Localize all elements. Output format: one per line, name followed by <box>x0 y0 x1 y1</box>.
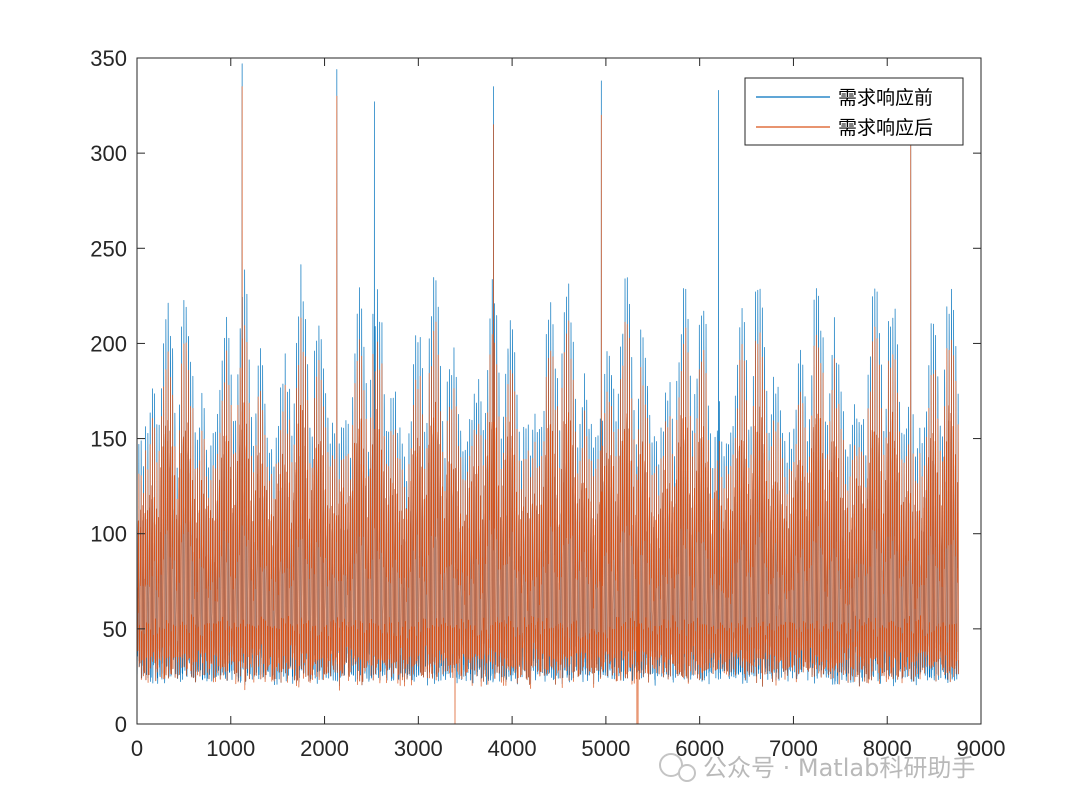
x-tick-label: 5000 <box>581 736 630 761</box>
y-tick-label: 350 <box>90 46 127 71</box>
x-tick-label: 4000 <box>488 736 537 761</box>
series-after-line <box>136 86 959 725</box>
y-tick-label: 150 <box>90 427 127 452</box>
legend-box <box>744 77 964 146</box>
y-tick-label: 200 <box>90 331 127 356</box>
legend-label-after: 需求响应后 <box>838 117 933 139</box>
y-tick-label: 0 <box>115 712 127 737</box>
legend-label-before: 需求响应前 <box>838 87 933 109</box>
x-tick-label: 6000 <box>675 736 724 761</box>
x-tick-label: 1000 <box>206 736 255 761</box>
y-axis: 0 50 100 150 200 250 300 350 <box>90 46 981 737</box>
series-layer <box>136 63 959 725</box>
watermark: 公众号 · Matlab科研助手 <box>659 753 975 782</box>
wechat-icon-bubble-small <box>678 764 696 782</box>
y-tick-label: 300 <box>90 141 127 166</box>
legend: 需求响应前 需求响应后 <box>744 77 964 146</box>
x-axis: 0 1000 2000 3000 4000 5000 6000 7000 8000 9000 <box>131 58 1006 761</box>
y-tick-label: 100 <box>90 522 127 547</box>
wechat-icon-bubble-large <box>659 753 683 777</box>
x-tick-label: 7000 <box>769 736 818 761</box>
x-tick-label: 9000 <box>957 736 1006 761</box>
y-tick-label: 250 <box>90 236 127 261</box>
x-tick-label: 0 <box>131 736 143 761</box>
x-tick-label: 8000 <box>863 736 912 761</box>
watermark-text: 公众号 · Matlab科研助手 <box>703 754 975 782</box>
axes-box <box>136 57 982 725</box>
x-tick-label: 2000 <box>300 736 349 761</box>
y-tick-label: 50 <box>103 617 127 642</box>
x-tick-label: 3000 <box>394 736 443 761</box>
axes-frame <box>136 57 982 725</box>
